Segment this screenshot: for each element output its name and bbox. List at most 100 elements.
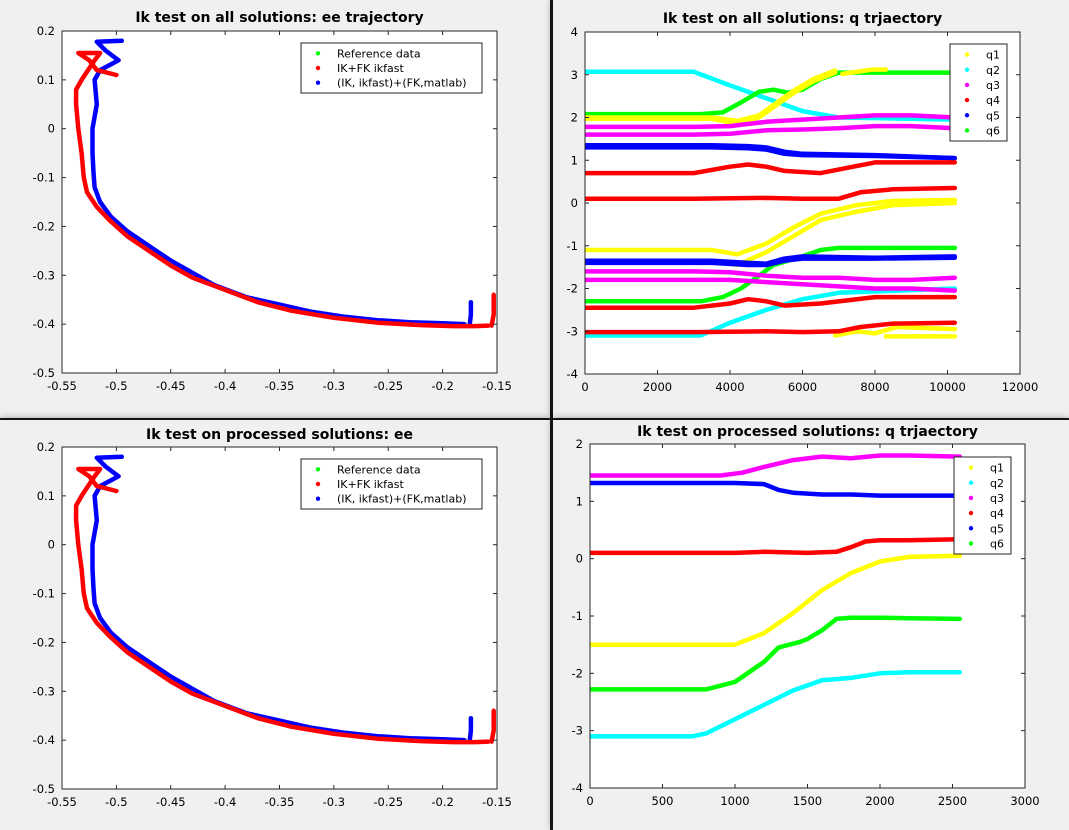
x-tick-label: 6000	[788, 380, 817, 394]
legend-marker	[315, 65, 321, 71]
series-group	[73, 454, 496, 745]
series-q3	[585, 277, 958, 293]
plot-q-all: 0 2000 4000 6000 8000 10000 12000 4 3 2 1 0 -1 -2 -3 -4…	[567, 11, 1039, 394]
y-tick-label: -3	[567, 324, 578, 338]
series-q4	[585, 160, 958, 176]
y-tick-label: 4	[571, 25, 578, 39]
y-tick-label: 1	[576, 494, 583, 508]
plot-ee-processed: -0.55 -0.5 -0.45 -0.4 -0.35 -0.3 -0.25 -0.2 -0.1…	[33, 427, 512, 809]
series-q1	[585, 70, 838, 127]
x-tick-label: 3000	[1010, 794, 1039, 808]
legend-marker	[315, 467, 321, 472]
x-tick-label: 12000	[1002, 380, 1039, 394]
chart-title: Ik test on all solutions: ee trajectory	[135, 10, 423, 26]
x-tick-label: -0.35	[265, 379, 295, 393]
x-tick-label: -0.15	[482, 379, 512, 393]
y-tick-label: -1	[572, 609, 583, 623]
y-tick-label: -0.4	[33, 317, 55, 331]
x-tick-label: -0.2	[431, 795, 453, 809]
y-tick-label: -2	[572, 666, 583, 680]
figure-ee-all: -0.55 -0.5 -0.45 -0.4 -0.35 -0.3 -0.25 -0.2 -0.1…	[0, 0, 550, 418]
x-tick-label: 0	[581, 380, 588, 394]
x-tick-label: 2000	[643, 380, 672, 394]
x-tick-label: 0	[586, 794, 593, 808]
legend-marker	[315, 496, 321, 501]
series-group	[73, 38, 496, 329]
legend-marker	[964, 82, 970, 88]
legend-box	[300, 42, 483, 94]
chart-title: Ik test on processed solutions: q trjaec…	[637, 424, 978, 440]
legend-label: Reference data	[337, 47, 421, 60]
legend-marker	[968, 541, 974, 546]
series-q6	[590, 615, 963, 692]
legend-marker	[964, 113, 970, 118]
figure-q-all: 0 2000 4000 6000 8000 10000 12000 4 3 2 1 0 -1 -2 -3 -4…	[553, 0, 1069, 418]
legend-label: q1	[990, 462, 1004, 475]
figure-ee-processed: -0.55 -0.5 -0.45 -0.4 -0.35 -0.3 -0.25 -0.2 -0.1…	[0, 420, 550, 830]
plot-q-processed: 0 500 1000 1500 2000 2500 3000 2 1 0 -1 -2 -3 -4 Ik te…	[572, 424, 1040, 808]
legend-marker	[968, 465, 974, 470]
series-q1	[590, 553, 963, 647]
series-ik-fk-ikfast-tail	[489, 292, 496, 328]
legend-marker	[315, 80, 321, 85]
y-tick-label: -1	[567, 239, 578, 253]
legend-box	[300, 458, 483, 510]
legend-marker	[968, 495, 974, 501]
x-tick-label: -0.5	[105, 379, 127, 393]
legend-marker	[315, 481, 321, 487]
y-tick-label: -0.5	[33, 782, 55, 796]
y-tick-label: 3	[571, 68, 578, 82]
legend-label: q6	[990, 537, 1004, 550]
series-q4	[585, 294, 958, 310]
y-tick-label: -0.2	[33, 635, 55, 649]
x-tick-label: -0.4	[214, 795, 236, 809]
x-tick-label: -0.3	[323, 379, 345, 393]
legend-label: q5	[990, 522, 1004, 535]
y-tick-label: -0.3	[33, 684, 55, 698]
legend-label: q5	[986, 109, 1000, 122]
x-tick-label: 500	[652, 794, 674, 808]
figure-q-processed: 0 500 1000 1500 2000 2500 3000 2 1 0 -1 -2 -3 -4 Ik te…	[553, 420, 1069, 830]
y-tick-label: 0	[571, 196, 578, 210]
series-q3	[585, 123, 958, 137]
legend-label: q3	[986, 79, 1000, 92]
x-tick-label: -0.55	[47, 379, 77, 393]
x-tick-label: -0.4	[214, 379, 236, 393]
x-tick-label: -0.2	[431, 379, 453, 393]
y-tick-label: 2	[571, 111, 578, 125]
y-tick-label: -2	[567, 282, 578, 296]
series-q4	[585, 185, 958, 201]
series-q4	[585, 320, 958, 335]
y-tick-label: -0.1	[33, 587, 55, 601]
y-tick-label: -0.3	[33, 268, 55, 282]
legend-marker	[315, 51, 321, 56]
legend-box	[949, 43, 1008, 142]
x-tick-label: -0.5	[105, 795, 127, 809]
y-tick-label: -0.1	[33, 171, 55, 185]
legend-marker	[968, 510, 974, 516]
series-q1	[585, 197, 958, 257]
y-tick-label: -4	[567, 367, 578, 381]
series-ik-ikfast-fk-matlab-tail	[467, 715, 474, 743]
series-q1	[832, 324, 958, 338]
x-tick-label: 4000	[715, 380, 744, 394]
legend-marker	[964, 67, 970, 72]
legend-label: q2	[986, 64, 1000, 77]
y-tick-label: 0	[48, 122, 55, 136]
x-tick-label: 1000	[720, 794, 749, 808]
legend-label: q3	[990, 492, 1004, 505]
series-q2	[590, 669, 963, 739]
legend-label: (IK, ikfast)+(FK,matlab)	[337, 77, 467, 90]
series-ik-fk-ikfast	[73, 50, 491, 329]
legend-marker	[964, 97, 970, 103]
y-tick-label: 0	[576, 552, 583, 566]
series-q5	[585, 145, 958, 161]
x-tick-label: -0.45	[156, 795, 186, 809]
chart-title: Ik test on all solutions: q trjaectory	[663, 11, 942, 27]
y-tick-label: 0.1	[37, 73, 55, 87]
legend-marker	[968, 480, 974, 485]
x-tick-label: -0.25	[373, 795, 403, 809]
y-tick-label: -0.2	[33, 219, 55, 233]
series-q5	[585, 255, 958, 268]
series-ik-fk-ikfast-tail	[489, 708, 496, 744]
